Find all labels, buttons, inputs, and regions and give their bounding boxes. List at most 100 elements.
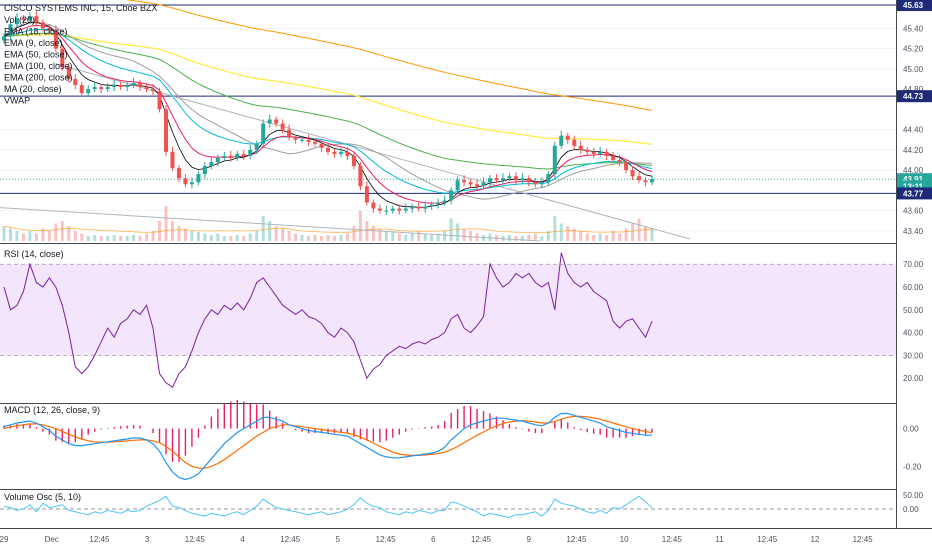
candle-body bbox=[371, 202, 376, 209]
volume-bar bbox=[345, 233, 349, 241]
volume-bar bbox=[274, 226, 278, 241]
candle-body bbox=[533, 182, 538, 185]
volume-bar bbox=[21, 233, 25, 241]
volume-bar bbox=[644, 226, 648, 241]
price-tag-label: 44.73 bbox=[903, 92, 924, 101]
candle-body bbox=[287, 129, 292, 138]
volume-bar bbox=[164, 206, 168, 241]
legend-entry[interactable]: Vol (20) bbox=[4, 15, 35, 25]
candle-body bbox=[332, 151, 337, 154]
volume-bar bbox=[514, 236, 518, 241]
rsi-line bbox=[3, 252, 653, 389]
candle-body bbox=[507, 176, 512, 179]
legend-entry[interactable]: MA (20, close) bbox=[4, 84, 62, 94]
candle-body bbox=[215, 157, 220, 163]
candle-body bbox=[280, 123, 285, 130]
chart-title: CISCO SYSTEMS INC, 15, Cboe BZX bbox=[4, 3, 158, 13]
ema200-line bbox=[125, 0, 653, 111]
volume-bar bbox=[216, 233, 220, 241]
candle-body bbox=[183, 178, 188, 185]
trend-line[interactable] bbox=[0, 207, 541, 242]
volume-bar bbox=[8, 228, 12, 241]
rsi-band bbox=[0, 264, 896, 356]
candle-body bbox=[390, 208, 395, 211]
macd-line bbox=[3, 412, 652, 481]
candle-body bbox=[384, 210, 389, 212]
volume-bar bbox=[559, 223, 563, 241]
legend-entry[interactable]: EMA (200, close) bbox=[4, 73, 73, 83]
legend-entry[interactable]: EMA (50, close) bbox=[4, 50, 68, 60]
candle-body bbox=[118, 85, 123, 88]
volume-bar bbox=[242, 236, 246, 241]
volume-bar bbox=[423, 233, 427, 241]
time-scale[interactable]: 29 Dec 12:45 3 12:45 4 12:45 5 12:45 6 12:45 9 12:45… bbox=[0, 535, 873, 544]
candle-body bbox=[170, 151, 175, 169]
time-tick-label: Dec bbox=[45, 535, 59, 544]
candle-body bbox=[131, 83, 136, 86]
candle-body bbox=[313, 141, 318, 144]
candle-body bbox=[138, 83, 143, 88]
volume-bar bbox=[73, 231, 77, 241]
volume-bar bbox=[430, 235, 434, 241]
volume-osc-pane[interactable]: Volume Osc (5, 10) bbox=[0, 492, 896, 519]
candle-body bbox=[526, 178, 531, 183]
legend-entry[interactable]: EMA (9, close) bbox=[4, 38, 63, 48]
volume-bar bbox=[358, 211, 362, 241]
price-tick-label: 44.00 bbox=[903, 166, 924, 175]
candle-body bbox=[513, 176, 518, 181]
volume-ma-line bbox=[3, 225, 653, 233]
price-scale[interactable]: 45.40 45.20 45.00 44.80 44.40 44.20 44.00 43.60… bbox=[897, 0, 932, 514]
volume-bar bbox=[15, 231, 19, 241]
candle-body bbox=[27, 16, 32, 21]
rsi-tick-label: 30.00 bbox=[903, 351, 924, 360]
volume-bar bbox=[41, 228, 45, 241]
rsi-title: RSI (14, close) bbox=[4, 249, 64, 259]
rsi-tick-label: 50.00 bbox=[903, 306, 924, 315]
time-tick-label: 12:45 bbox=[853, 535, 874, 544]
vosc-tick-label: 50.00 bbox=[903, 491, 924, 500]
rsi-pane[interactable]: RSI (14, close) bbox=[0, 249, 896, 389]
candle-body bbox=[624, 162, 629, 171]
vosc-tick-label: 0.00 bbox=[903, 505, 919, 514]
candle-body bbox=[338, 151, 343, 154]
price-pane[interactable]: CISCO SYSTEMS INC, 15, Cboe BZX Vol (20)… bbox=[0, 0, 896, 243]
volume-bar bbox=[533, 233, 537, 241]
candle-body bbox=[300, 139, 305, 141]
volume-bar bbox=[553, 216, 557, 241]
volume-bar bbox=[520, 236, 524, 241]
legend-entry[interactable]: EMA (100, close) bbox=[4, 61, 73, 71]
candle-body bbox=[14, 18, 19, 25]
candle-body bbox=[358, 166, 363, 187]
rsi-tick-label: 60.00 bbox=[903, 283, 924, 292]
rsi-tick-label: 40.00 bbox=[903, 329, 924, 338]
trend-line[interactable] bbox=[55, 63, 691, 240]
candle-body bbox=[397, 208, 402, 211]
macd-pane[interactable]: MACD (12, 26, close, 9) bbox=[3, 399, 653, 481]
candle-body bbox=[189, 182, 194, 185]
ema50-line bbox=[3, 32, 653, 170]
candle-body bbox=[410, 206, 415, 209]
candle-body bbox=[643, 180, 648, 183]
volume-bar bbox=[281, 228, 285, 241]
macd-tick-label: -0.20 bbox=[903, 462, 922, 471]
volume-bar bbox=[86, 236, 90, 241]
price-tick-label: 45.00 bbox=[903, 65, 924, 74]
volume-bar bbox=[371, 226, 375, 241]
price-tag-label: 43.77 bbox=[903, 189, 924, 198]
price-tick-label: 43.60 bbox=[903, 207, 924, 216]
candle-body bbox=[572, 139, 577, 146]
candle-body bbox=[500, 178, 505, 181]
price-tick-label: 44.80 bbox=[903, 85, 924, 94]
volume-bar bbox=[352, 226, 356, 241]
volume-bar bbox=[527, 235, 531, 241]
legend-entry[interactable]: EMA (18, close) bbox=[4, 27, 68, 37]
volume-bar bbox=[572, 228, 576, 241]
volume-bar bbox=[294, 233, 298, 241]
volume-bar bbox=[313, 235, 317, 241]
volume-bar bbox=[248, 233, 252, 241]
candle-body bbox=[617, 159, 622, 163]
time-tick-label: 12:45 bbox=[89, 535, 110, 544]
legend-entry[interactable]: VWAP bbox=[4, 96, 30, 106]
volume-bar bbox=[456, 223, 460, 241]
